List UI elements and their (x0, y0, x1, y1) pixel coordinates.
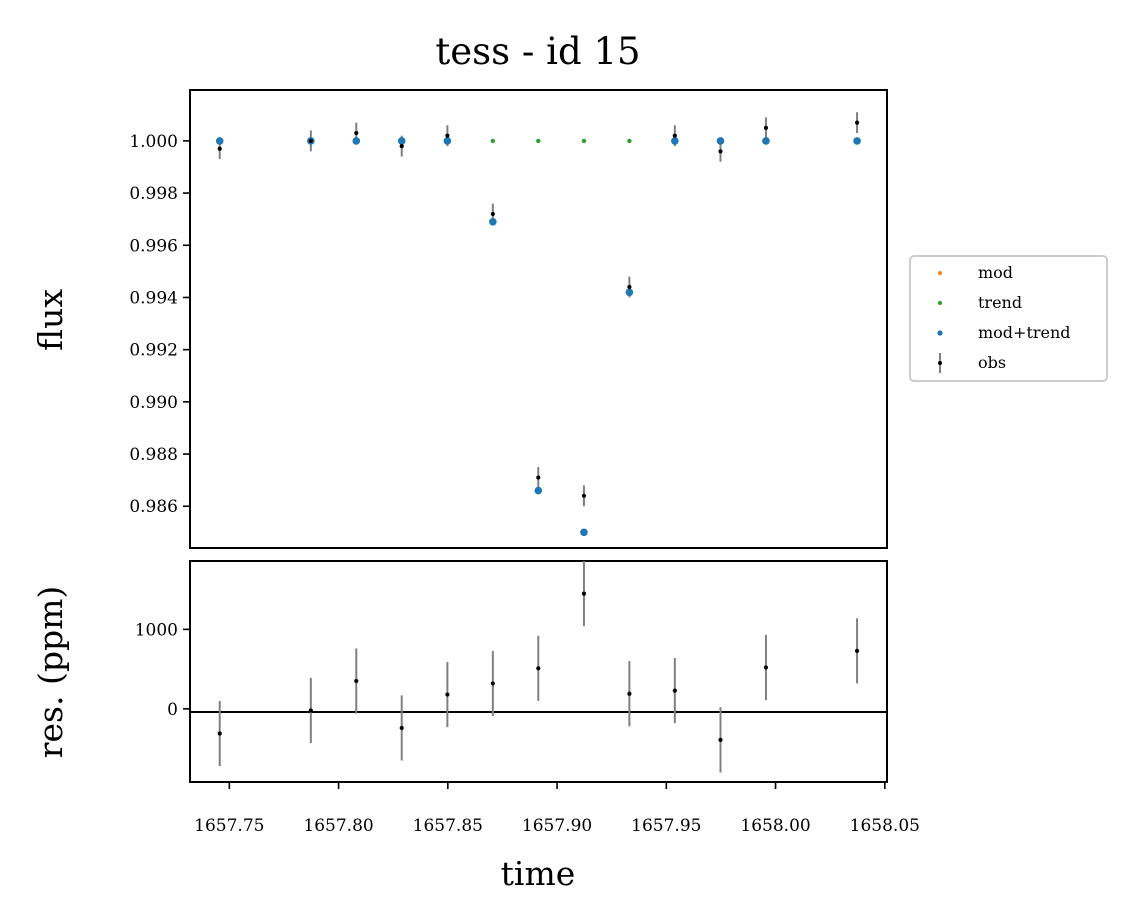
obs-point (490, 211, 495, 217)
mod-trend-point (716, 137, 725, 145)
trend-point (581, 138, 587, 144)
mod-trend-point (352, 137, 361, 145)
obs-point (217, 146, 222, 151)
flux-y-tick-label: 0.996 (129, 236, 178, 256)
residual-point (399, 725, 404, 731)
chart-title: tess - id 15 (435, 30, 640, 73)
mod-trend-point (762, 137, 770, 145)
residual-point (672, 688, 677, 693)
flux-y-axis-label: flux (31, 289, 70, 351)
residual-panel: 0 1000 1657.75 1657.80 1657.85 1657.90 1657.95… (31, 560, 920, 893)
x-tick-label: 1658.05 (850, 816, 920, 836)
x-tick-label: 1657.80 (303, 816, 373, 836)
mod-trend-point (215, 137, 224, 145)
obs-point (672, 133, 677, 138)
x-tick-label: 1657.85 (413, 816, 483, 836)
obs-point (763, 125, 769, 130)
mod-trend-point (853, 137, 861, 145)
obs-point (308, 138, 313, 143)
obs-point (581, 493, 587, 498)
mod-trend-point (397, 137, 406, 145)
trend-point (627, 138, 632, 144)
obs-point (627, 284, 632, 290)
flux-y-ticks: 0.986 0.988 0.990 0.992 0.994 0.996 0.998 1.000 (129, 132, 190, 517)
trend-point (536, 138, 541, 144)
residual-point (445, 692, 450, 697)
legend-marker-mod-trend (937, 330, 943, 336)
legend-frame (909, 255, 1108, 382)
trend-point (490, 138, 496, 144)
obs-point (354, 130, 359, 136)
flux-y-tick-label: 0.994 (129, 288, 178, 308)
mod-trend-point (671, 137, 679, 145)
flux-y-tick-label: 0.988 (129, 445, 178, 465)
legend-label: obs (978, 353, 1006, 372)
legend-marker-obs (938, 361, 942, 365)
legend: mod trend mod+trend obs (909, 255, 1108, 382)
residual-data-marks (217, 561, 860, 773)
flux-y-tick-label: 1.000 (129, 132, 178, 152)
x-tick-label: 1657.75 (194, 816, 264, 836)
obs-point (718, 149, 723, 154)
obs-point (536, 475, 541, 480)
flux-y-tick-label: 0.986 (129, 497, 178, 517)
x-tick-label: 1658.00 (740, 816, 810, 836)
obs-point (854, 120, 860, 125)
residual-point (490, 681, 495, 686)
flux-panel: 0.986 0.988 0.990 0.992 0.994 0.996 0.998 1.000… (31, 89, 888, 549)
flux-data-marks (215, 112, 861, 537)
legend-label: mod (978, 263, 1013, 282)
residual-point (718, 737, 723, 742)
x-tick-label: 1657.90 (522, 816, 592, 836)
legend-label: trend (978, 293, 1022, 312)
flux-y-tick-label: 0.998 (129, 184, 178, 204)
residual-point (217, 731, 222, 736)
residual-plot-frame (189, 560, 888, 783)
residual-point (354, 678, 359, 684)
mod-trend-point (489, 217, 497, 226)
obs-point (445, 133, 450, 138)
legend-marker-trend (938, 301, 942, 305)
residual-y-tick-label: 0 (167, 700, 178, 720)
x-tick-label: 1657.95 (631, 816, 701, 836)
flux-y-tick-label: 0.992 (129, 341, 178, 361)
legend-label: mod+trend (978, 323, 1071, 342)
mod-trend-point (534, 486, 543, 495)
mod-trend-point (625, 288, 634, 297)
residual-y-tick-label: 1000 (135, 620, 178, 640)
residual-y-axis-label: res. (ppm) (31, 586, 70, 759)
residual-ticks: 0 1000 1657.75 1657.80 1657.85 1657.90 1657.95… (135, 620, 920, 836)
legend-marker-mod (938, 271, 942, 275)
obs-point (399, 144, 404, 149)
flux-y-tick-label: 0.990 (129, 393, 178, 413)
residual-point (763, 665, 769, 670)
mod-trend-point (580, 528, 588, 537)
flux-plot-frame (189, 89, 888, 549)
residual-point (854, 648, 860, 653)
residual-point (536, 666, 541, 671)
mod-trend-point (443, 137, 452, 145)
residual-point (581, 591, 587, 596)
residual-point (627, 691, 632, 696)
x-axis-label: time (501, 854, 576, 893)
residual-point (308, 708, 313, 713)
